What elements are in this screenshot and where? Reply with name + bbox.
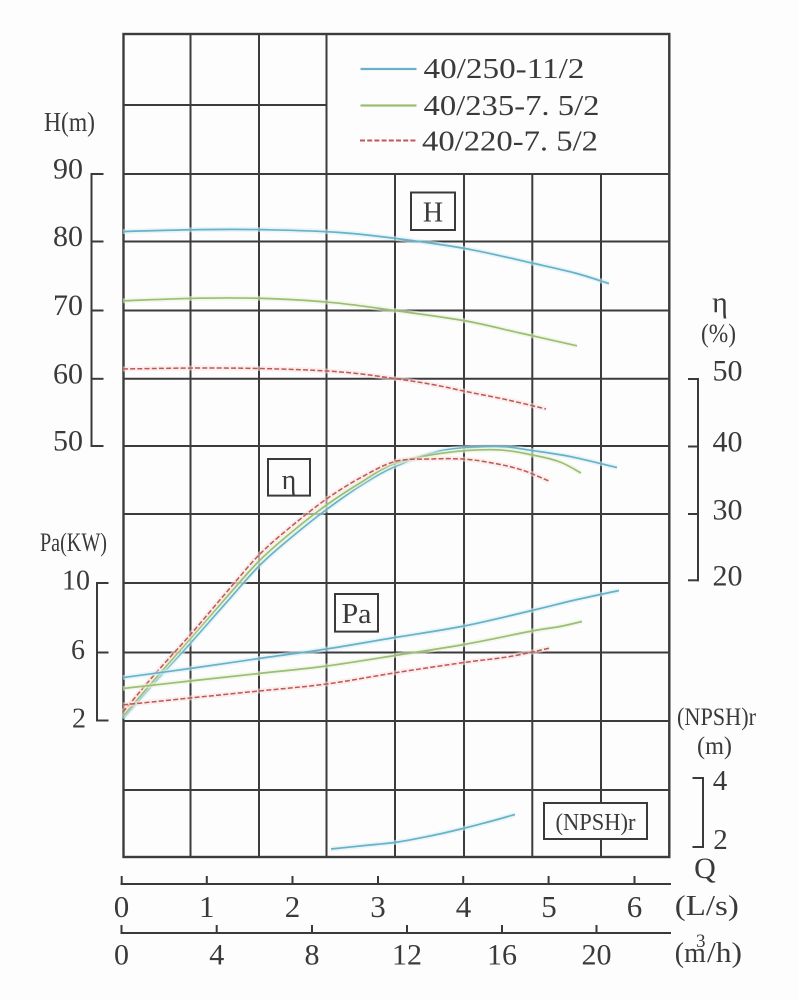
- svg-text:2: 2: [713, 824, 728, 856]
- svg-text:η: η: [282, 465, 297, 496]
- svg-text:4: 4: [713, 765, 728, 797]
- svg-text:4: 4: [456, 889, 472, 924]
- svg-text:H(m): H(m): [44, 107, 95, 137]
- svg-text:8: 8: [305, 939, 320, 972]
- svg-text:2: 2: [285, 889, 301, 924]
- svg-text:(m): (m): [697, 733, 732, 760]
- svg-text:Pa(KW): Pa(KW): [40, 528, 107, 557]
- svg-text:(m: (m: [675, 938, 706, 969]
- svg-text:50: 50: [713, 354, 743, 387]
- svg-text:Q: Q: [694, 852, 716, 885]
- svg-text:50: 50: [53, 425, 83, 458]
- svg-text:20: 20: [582, 939, 612, 972]
- svg-text:6: 6: [71, 635, 85, 666]
- svg-text:H: H: [423, 198, 443, 229]
- svg-text:1: 1: [199, 889, 215, 924]
- svg-text:80: 80: [53, 220, 83, 253]
- svg-text:Pa: Pa: [342, 599, 373, 630]
- svg-text:3: 3: [370, 889, 386, 924]
- svg-text:4: 4: [209, 939, 224, 972]
- svg-text:6: 6: [627, 889, 643, 924]
- svg-text:20: 20: [713, 559, 743, 592]
- svg-text:0: 0: [114, 939, 129, 972]
- svg-text:3: 3: [696, 931, 706, 952]
- svg-text:40: 40: [713, 425, 743, 458]
- svg-text:5: 5: [541, 889, 557, 924]
- svg-text:60: 60: [53, 357, 83, 390]
- svg-text:(%): (%): [701, 319, 736, 348]
- svg-text:(L/s): (L/s): [675, 891, 739, 922]
- svg-text:90: 90: [53, 153, 83, 186]
- svg-text:(NPSH)r: (NPSH)r: [677, 704, 757, 731]
- svg-text:/h): /h): [707, 938, 742, 969]
- svg-text:30: 30: [713, 493, 743, 526]
- svg-text:2: 2: [72, 704, 86, 735]
- svg-text:40/250-11/2: 40/250-11/2: [424, 53, 585, 85]
- svg-text:10: 10: [62, 566, 90, 597]
- svg-text:40/235-7. 5/2: 40/235-7. 5/2: [424, 90, 600, 122]
- svg-text:η: η: [712, 286, 728, 319]
- svg-text:40/220-7. 5/2: 40/220-7. 5/2: [422, 126, 598, 158]
- svg-text:12: 12: [392, 939, 422, 972]
- svg-text:0: 0: [114, 889, 130, 924]
- svg-text:70: 70: [53, 289, 83, 322]
- svg-text:16: 16: [487, 939, 517, 972]
- svg-text:(NPSH)r: (NPSH)r: [556, 810, 636, 836]
